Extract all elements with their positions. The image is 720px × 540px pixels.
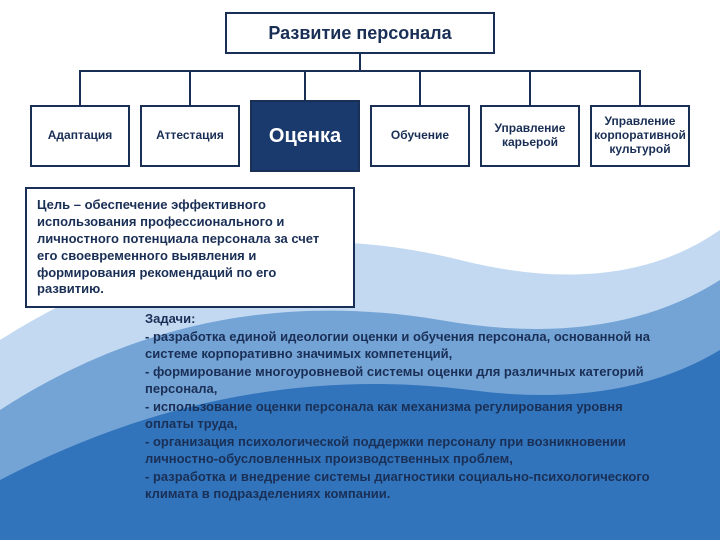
connector-v-4 [419, 70, 421, 105]
goal-box: Цель – обеспечение эффективного использо… [25, 187, 355, 308]
connector-root [359, 54, 361, 70]
task-item: - использование оценки персонала как мех… [145, 398, 675, 433]
diagram-page: Развитие персонала Адаптация Аттестация … [0, 0, 720, 540]
task-item: - организация психологической поддержки … [145, 433, 675, 468]
task-item: - разработка и внедрение системы диагнос… [145, 468, 675, 503]
tasks-heading: Задачи: [145, 310, 675, 328]
root-node: Развитие персонала [225, 12, 495, 54]
child-node-adaptation: Адаптация [30, 105, 130, 167]
connector-v-6 [639, 70, 641, 105]
task-item: - формирование многоуровневой системы оц… [145, 363, 675, 398]
child-node-attestation: Аттестация [140, 105, 240, 167]
child-label: Аттестация [156, 129, 224, 143]
connector-v-1 [79, 70, 81, 105]
child-label: Управление карьерой [486, 122, 574, 150]
child-label: Управление корпоративной культурой [594, 115, 686, 156]
child-node-training: Обучение [370, 105, 470, 167]
child-label: Обучение [391, 129, 449, 143]
tasks-list: - разработка единой идеологии оценки и о… [145, 328, 675, 503]
connector-horizontal [80, 70, 640, 72]
goal-text: Цель – обеспечение эффективного использо… [37, 197, 319, 296]
child-node-evaluation-highlighted: Оценка [250, 100, 360, 172]
tasks-box: Задачи: - разработка единой идеологии оц… [145, 310, 675, 503]
root-title: Развитие персонала [268, 23, 451, 44]
child-label: Оценка [269, 125, 341, 148]
child-node-culture: Управление корпоративной культурой [590, 105, 690, 167]
connector-v-5 [529, 70, 531, 105]
task-item: - разработка единой идеологии оценки и о… [145, 328, 675, 363]
child-node-career: Управление карьерой [480, 105, 580, 167]
connector-v-2 [189, 70, 191, 105]
child-label: Адаптация [48, 129, 113, 143]
